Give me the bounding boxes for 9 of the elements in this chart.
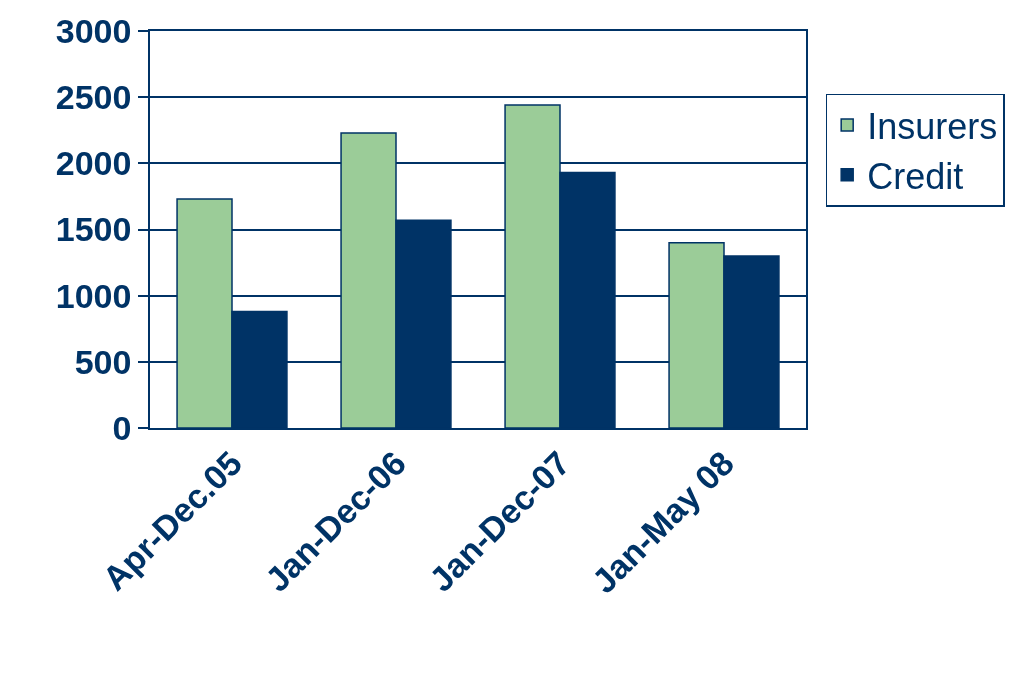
y-tick-label: 2000 — [55, 144, 132, 183]
legend-label: Insurers — [867, 106, 998, 148]
y-tick-label: 1000 — [55, 276, 132, 315]
y-tick-label: 3000 — [55, 11, 132, 50]
y-tick-label: 1500 — [55, 210, 132, 249]
y-tick-label: 2500 — [55, 78, 132, 117]
y-tick-label: 0 — [112, 408, 132, 447]
y-tick-label: 500 — [74, 342, 132, 381]
legend-label: Credit — [867, 155, 964, 197]
